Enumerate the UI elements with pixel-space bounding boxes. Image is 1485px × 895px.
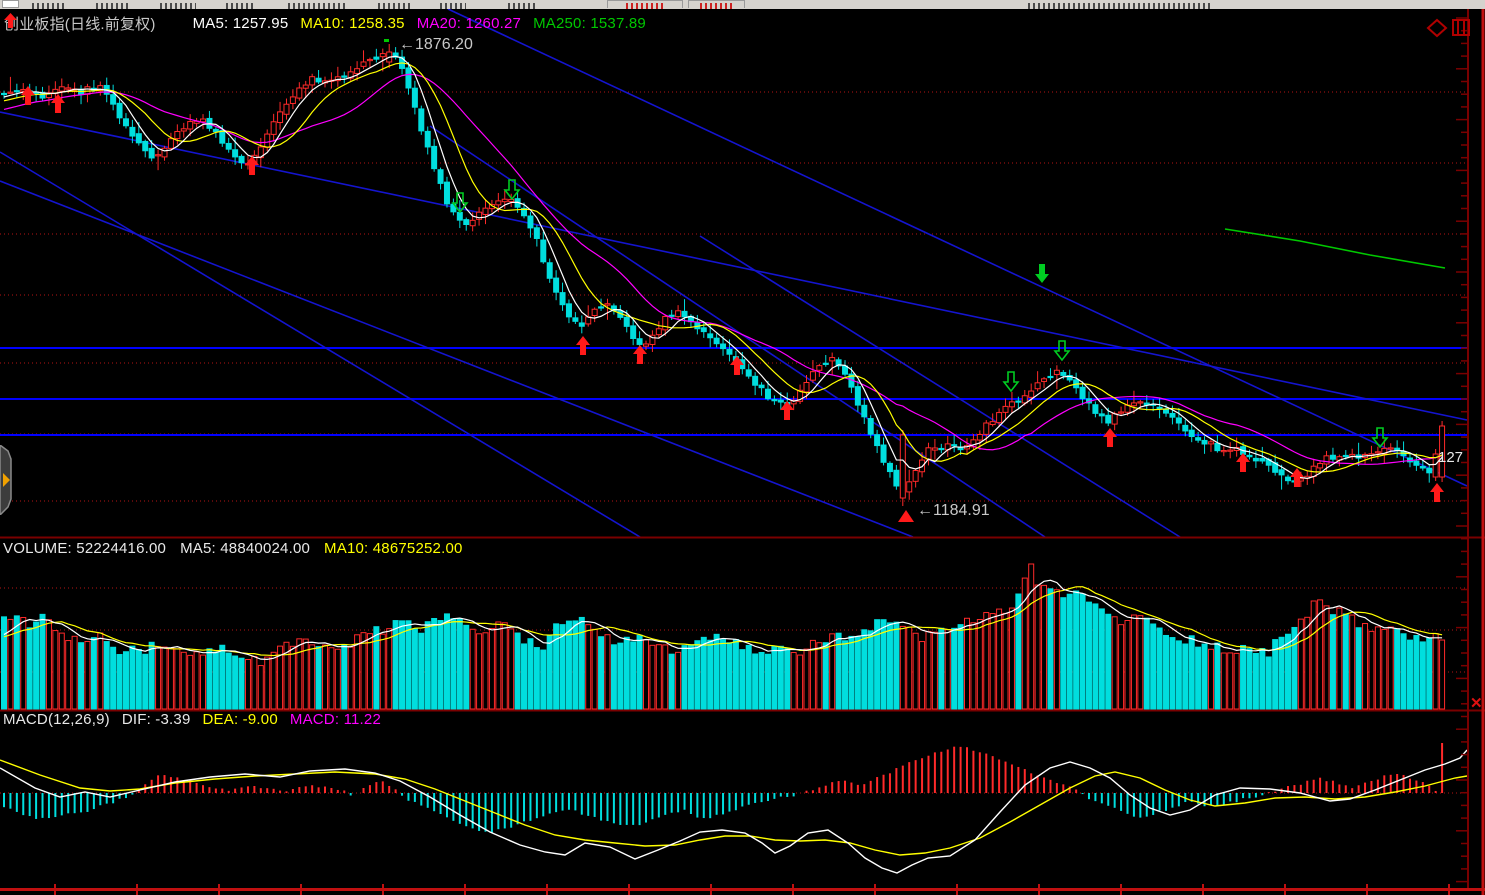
volume-ma5-label: MA5: 48840024.00 xyxy=(180,540,311,557)
menu-status-clipped xyxy=(1028,3,1210,9)
macd-title: MACD(12,26,9) xyxy=(3,711,110,728)
expand-arrow-icon xyxy=(3,473,10,487)
chart-title: 创业板指(日线.前复权) xyxy=(4,16,156,33)
menu-item-clipped[interactable] xyxy=(508,3,538,9)
menu-item-clipped[interactable] xyxy=(226,3,256,9)
ma250-label: MA250: 1537.89 xyxy=(533,15,646,32)
ma20-label: MA20: 1260.27 xyxy=(416,15,522,32)
menu-item-clipped[interactable] xyxy=(32,3,66,9)
volume-label: VOLUME: 52224416.00 xyxy=(3,540,167,557)
ma10-label: MA10: 1258.35 xyxy=(300,15,405,32)
menu-red-button-2[interactable] xyxy=(688,0,745,9)
menu-item-clipped[interactable] xyxy=(288,3,346,9)
ma5-label: MA5: 1257.95 xyxy=(192,15,289,32)
menu-red-button-1[interactable] xyxy=(607,0,683,9)
dea-label: DEA: -9.00 xyxy=(202,711,278,728)
macd-value-label: MACD: 11.22 xyxy=(289,711,381,728)
close-indicator-button[interactable]: ✕ xyxy=(1470,695,1483,712)
last-price-label: 127 xyxy=(1438,449,1464,466)
up-arrow-icon xyxy=(4,13,181,31)
dif-label: DIF: -3.39 xyxy=(121,711,191,728)
top-menu-bar[interactable] xyxy=(0,0,1485,9)
sidebar-expand-tab[interactable] xyxy=(0,445,13,515)
peak-price-annotation: ←1876.20 xyxy=(399,36,473,53)
menu-system-icon[interactable] xyxy=(2,0,19,8)
trough-price-annotation: ←1184.91 xyxy=(917,502,990,519)
menu-item-clipped[interactable] xyxy=(96,3,130,9)
menu-item-clipped[interactable] xyxy=(378,3,410,9)
menu-item-clipped[interactable] xyxy=(440,3,466,9)
diamond-icon[interactable] xyxy=(1426,18,1448,38)
window-icon[interactable] xyxy=(1452,19,1470,36)
menu-item-clipped[interactable] xyxy=(160,3,196,9)
volume-ma10-label: MA10: 48675252.00 xyxy=(324,540,463,557)
